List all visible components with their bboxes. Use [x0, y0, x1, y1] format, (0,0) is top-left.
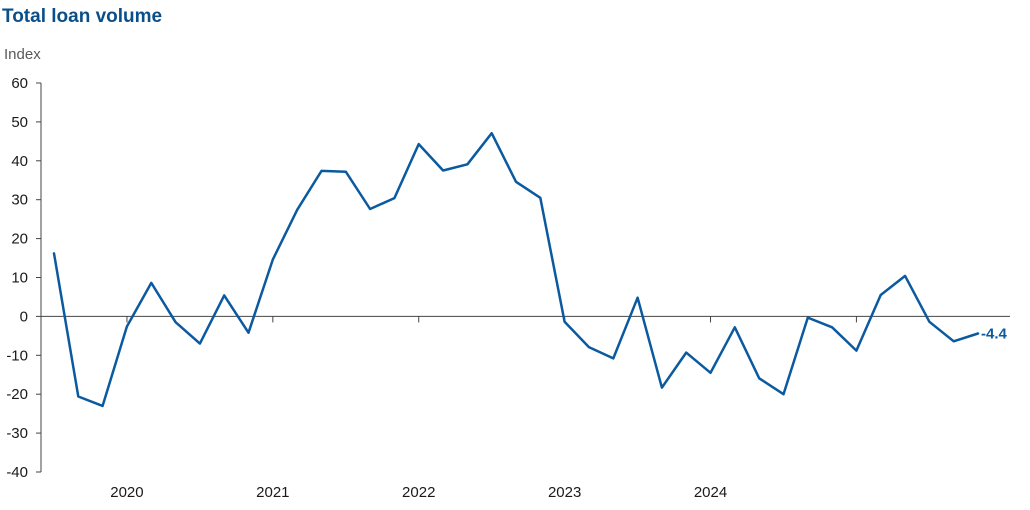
- y-tick-label: 40: [11, 153, 28, 170]
- y-tick-label: 0: [20, 308, 28, 325]
- x-year-label: 2022: [402, 484, 435, 501]
- data-point: [465, 162, 469, 166]
- data-point: [587, 345, 591, 349]
- y-tick-label: 60: [11, 75, 28, 92]
- data-point: [781, 392, 785, 396]
- data-point: [198, 342, 202, 346]
- y-tick-label: 20: [11, 231, 28, 248]
- data-point: [830, 325, 834, 329]
- data-point: [636, 296, 640, 300]
- y-axis-unit-label: Index: [4, 46, 41, 63]
- y-axis: 60 50 40 30 20 10 0 -10 -20 -30 -40: [6, 75, 42, 481]
- data-point: [392, 196, 396, 200]
- data-point: [538, 196, 542, 200]
- x-year-label: 2023: [548, 484, 581, 501]
- data-point: [319, 169, 323, 173]
- data-point: [271, 258, 275, 262]
- data-point: [927, 320, 931, 324]
- y-tick-label: 30: [11, 192, 28, 209]
- data-point: [757, 376, 761, 380]
- data-point: [417, 142, 421, 146]
- chart-title: Total loan volume: [2, 6, 163, 27]
- data-point: [952, 339, 956, 343]
- data-point: [174, 320, 178, 324]
- y-tick-label: -40: [6, 464, 28, 481]
- data-point: [76, 395, 80, 399]
- data-point: [149, 281, 153, 285]
- data-point: [563, 320, 567, 324]
- data-point: [660, 386, 664, 390]
- data-point: [879, 293, 883, 297]
- data-point: [806, 316, 810, 320]
- y-tick-label: -30: [6, 425, 28, 442]
- data-point: [52, 251, 56, 255]
- data-point: [709, 371, 713, 375]
- data-point: [222, 293, 226, 297]
- data-point: [976, 332, 980, 336]
- y-tick-label: 50: [11, 114, 28, 131]
- data-point: [125, 325, 129, 329]
- y-tick-label: 10: [11, 270, 28, 287]
- data-point: [101, 404, 105, 408]
- plot-area: -4.4: [52, 131, 1008, 408]
- data-point: [684, 351, 688, 355]
- data-point: [514, 180, 518, 184]
- data-point: [295, 208, 299, 212]
- data-point: [344, 170, 348, 174]
- last-value-label: -4.4: [981, 326, 1008, 343]
- series-line: [52, 131, 980, 408]
- x-year-label: 2020: [110, 484, 143, 501]
- y-tick-label: -10: [6, 347, 28, 364]
- y-tick-label: -20: [6, 386, 28, 403]
- data-point: [611, 356, 615, 360]
- x-year-label: 2021: [256, 484, 289, 501]
- data-point: [903, 274, 907, 278]
- data-point: [490, 131, 494, 135]
- x-axis: 2020 2021 2022 2023 2024: [41, 315, 1010, 501]
- x-year-label: 2024: [694, 484, 727, 501]
- data-point: [854, 349, 858, 353]
- data-point: [368, 207, 372, 211]
- data-point: [247, 331, 251, 335]
- data-point: [441, 169, 445, 173]
- data-point: [733, 325, 737, 329]
